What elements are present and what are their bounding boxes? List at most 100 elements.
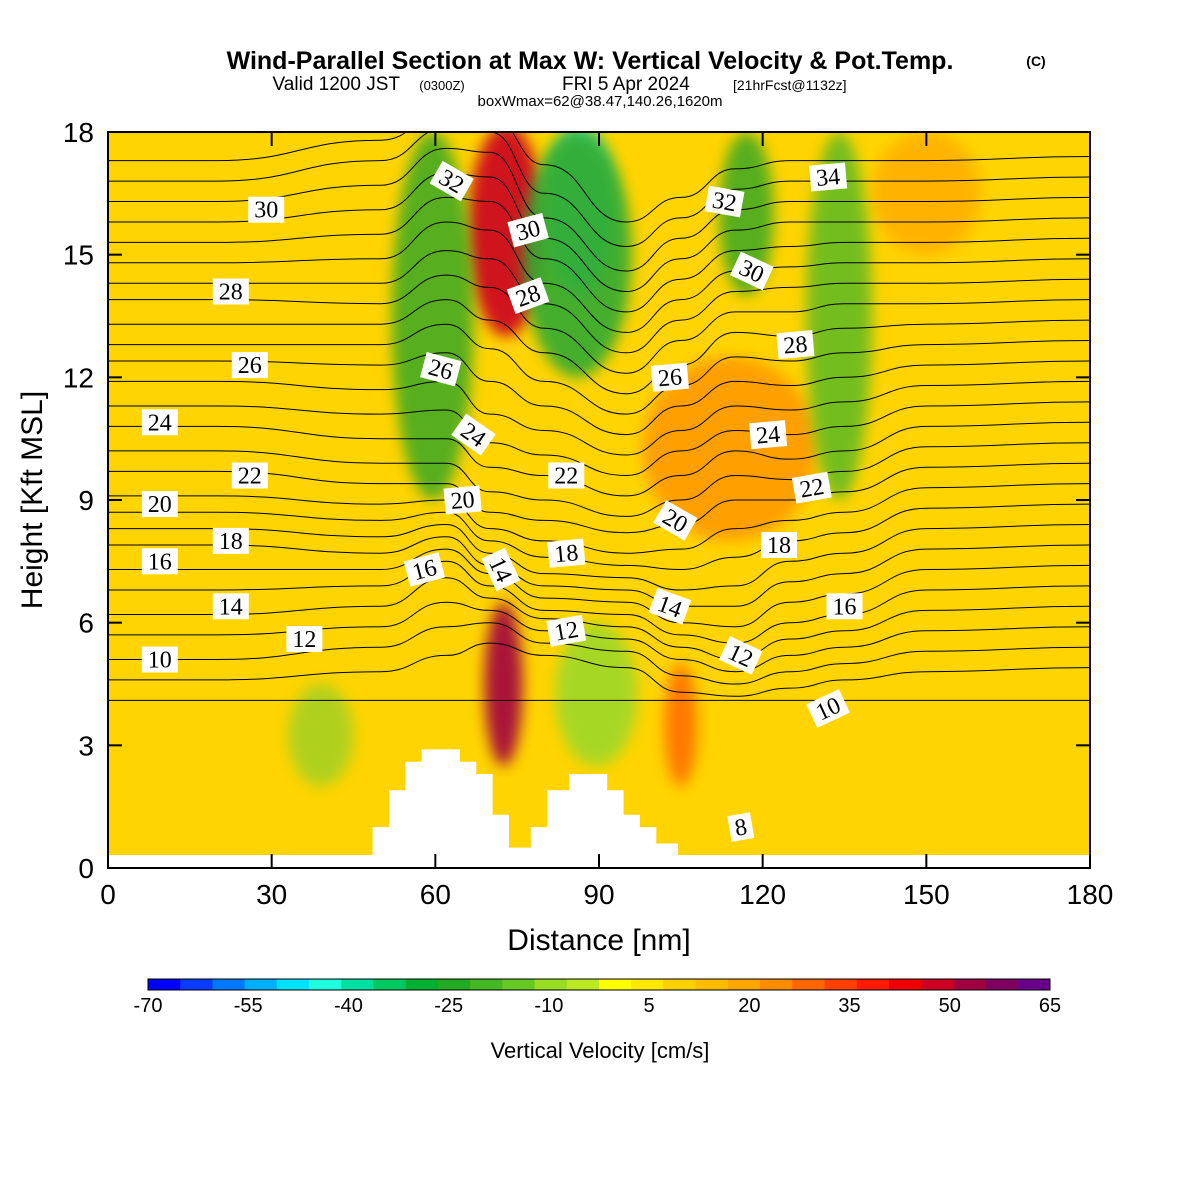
x-tick-label: 120: [739, 879, 786, 910]
y-tick-label: 12: [63, 362, 94, 393]
colorbar-swatch: [599, 979, 632, 990]
isentrope-23: [108, 380, 1090, 456]
contour-label-text: 14: [219, 594, 243, 620]
colorbar-swatch: [534, 979, 568, 990]
isentrope-21: [108, 421, 1090, 497]
contour-label-24: 24: [749, 420, 788, 450]
contour-label-text: 12: [552, 617, 580, 647]
colorbar-swatch: [953, 979, 987, 990]
contour-label-text: 20: [450, 487, 476, 515]
colorbar-swatch: [212, 979, 246, 990]
isentrope-24: [108, 352, 1090, 436]
colorbar-frame: [147, 978, 1051, 991]
y-axis-label: Height [Kft MSL]: [16, 391, 49, 609]
potential-temperature-contours: [108, 132, 1090, 701]
isentrope-13: [108, 560, 1090, 644]
contour-label-text: 30: [254, 198, 278, 224]
y-tick-label: 6: [78, 608, 94, 639]
colorbar-swatch: [856, 979, 890, 990]
contour-label-18: 18: [212, 527, 249, 555]
colorbar-swatch: [985, 979, 1019, 990]
contour-label-text: 22: [554, 464, 578, 490]
y-tick-label: 15: [63, 240, 94, 271]
colorbar-swatch: [792, 979, 825, 990]
isentrope-27: [108, 274, 1090, 374]
contour-label-26: 26: [650, 362, 689, 392]
contour-label-8: 8: [727, 812, 755, 842]
contour-label-12: 12: [718, 636, 763, 675]
colorbar-tick-label: -40: [334, 995, 363, 1017]
y-tick-label: 18: [63, 117, 94, 148]
contour-label-16: 16: [403, 552, 446, 587]
subtitle-forecast: [21hrFcst@1132z]: [733, 77, 847, 93]
isentrope-31: [108, 172, 1090, 293]
downdraft-cell-6: [391, 132, 474, 500]
contour-label-text: 20: [148, 492, 172, 518]
colorbar-swatch: [727, 979, 761, 990]
colorbar-tick-label: 5: [644, 995, 655, 1017]
x-axis-ticks: 0 30 60 90 120 150 180: [100, 132, 1113, 910]
isentrope-25: [108, 323, 1090, 415]
chart-subtitle: Valid 1200 JST (0300Z) FRI 5 Apr 2024 [2…: [273, 74, 847, 95]
contour-label-22: 22: [791, 471, 832, 504]
contour-label-28: 28: [776, 330, 815, 360]
isentrope-10: [108, 622, 1090, 685]
colorbar-tick-label: 50: [939, 995, 961, 1017]
downdraft-cell-11: [288, 684, 354, 787]
contour-label-text: 16: [833, 594, 857, 620]
copyright-mark: (C): [1026, 53, 1045, 69]
contour-label-text: 16: [148, 549, 172, 575]
x-axis-label: Distance [nm]: [507, 924, 690, 957]
colorbar-tick-label: 65: [1039, 995, 1061, 1017]
isentrope-26: [108, 299, 1090, 395]
subtitle-valid: Valid 1200 JST: [273, 74, 401, 95]
colorbar-swatch: [180, 979, 213, 990]
contour-label-text: 18: [767, 533, 791, 559]
contour-label-12: 12: [286, 626, 323, 653]
isentrope-32: [108, 147, 1090, 272]
contour-label-text: 18: [553, 540, 579, 568]
subtitle-date: FRI 5 Apr 2024: [562, 74, 690, 95]
contour-label-30: 30: [248, 196, 285, 224]
isentrope-33: [108, 132, 1090, 248]
isentrope-14: [108, 548, 1090, 628]
contour-label-text: 22: [238, 464, 262, 490]
isentrope-29: [108, 221, 1090, 333]
contour-label-10: 10: [141, 646, 178, 674]
contour-label-20: 20: [141, 491, 178, 518]
subtitle-utc: (0300Z): [419, 78, 465, 93]
downdraft-cell-9: [806, 132, 872, 500]
y-tick-label: 0: [78, 853, 94, 884]
colorbar-swatch: [309, 979, 342, 990]
contour-label-16: 16: [826, 593, 863, 620]
isentrope-22: [108, 401, 1090, 477]
updraft-cell-3: [642, 356, 818, 541]
isentrope-9: [108, 642, 1090, 697]
contour-label-text: 10: [148, 648, 172, 674]
colorbar-swatch: [1017, 979, 1051, 990]
colorbar-swatch: [695, 979, 729, 990]
terrain: [108, 749, 1090, 868]
colorbar-swatch: [631, 979, 664, 990]
y-axis-ticks: 0 3 6 9 12 15 18: [63, 117, 1090, 884]
contour-label-text: 8: [733, 814, 749, 842]
contour-label-text: 24: [755, 422, 781, 450]
box-info: boxWmax=62@38.47,140.26,1620m: [478, 93, 723, 110]
contour-label-18: 18: [761, 532, 797, 559]
contour-label-30: 30: [507, 212, 549, 248]
y-tick-label: 3: [78, 730, 94, 761]
isentrope-18: [108, 483, 1090, 554]
colorbar-swatch: [341, 979, 374, 990]
colorbar-swatch: [566, 979, 600, 990]
isentrope-19: [108, 462, 1090, 534]
updraft-cell-2: [664, 663, 698, 787]
x-tick-label: 0: [100, 879, 116, 910]
isentrope-20: [108, 442, 1090, 517]
colorbar-tick-label: -25: [434, 995, 463, 1017]
colorbar-tick-label: -55: [234, 995, 263, 1017]
y-tick-label: 9: [78, 485, 94, 516]
colorbar-swatch: [373, 979, 407, 990]
